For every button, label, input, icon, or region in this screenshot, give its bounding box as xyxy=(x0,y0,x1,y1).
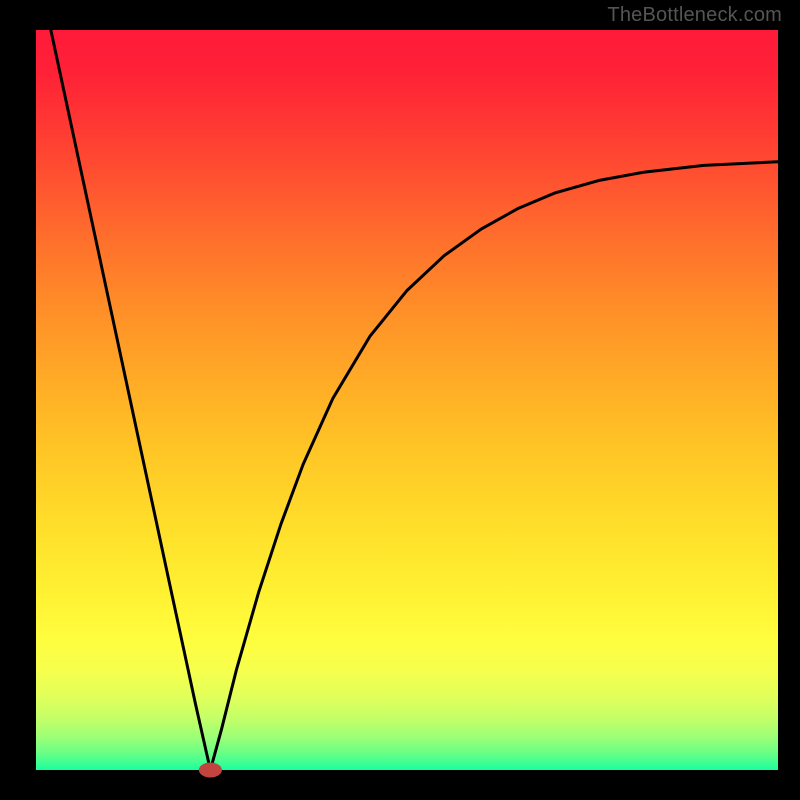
optimum-marker xyxy=(199,763,221,777)
bottleneck-chart xyxy=(0,0,800,800)
watermark-text: TheBottleneck.com xyxy=(607,4,782,27)
plot-background xyxy=(36,30,778,770)
chart-container: { "canvas": { "width": 800, "height": 80… xyxy=(0,0,800,800)
